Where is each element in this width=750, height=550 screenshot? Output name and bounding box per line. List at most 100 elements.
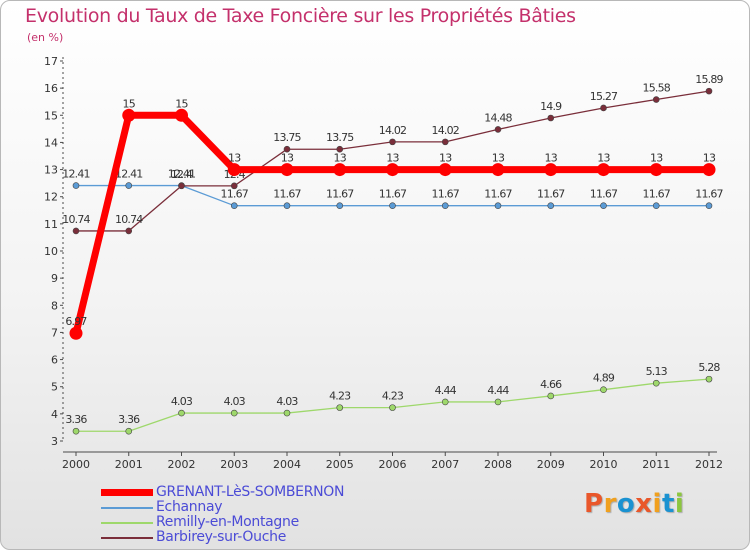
data-point [72, 182, 80, 189]
data-label: 13 [334, 152, 347, 165]
data-point [336, 404, 344, 411]
x-tick-label: 2004 [273, 458, 301, 471]
data-point [652, 202, 660, 209]
x-tick-label: 2005 [326, 458, 354, 471]
data-point [72, 227, 80, 235]
legend-label: Remilly-en-Montagne [156, 514, 299, 530]
data-label: 11.67 [379, 188, 407, 201]
data-point [125, 227, 133, 235]
data-label: 13 [439, 152, 452, 165]
data-point [438, 163, 452, 177]
y-tick-label: 7 [51, 326, 58, 339]
data-label: 4.03 [276, 395, 298, 408]
data-point [178, 182, 185, 190]
data-label: 12.41 [168, 168, 196, 181]
data-point [705, 87, 713, 95]
data-label: 11.67 [537, 188, 565, 201]
data-label: 12.4 [171, 168, 193, 181]
y-tick-label: 3 [51, 435, 58, 448]
data-label: 4.03 [224, 395, 246, 408]
data-point [336, 202, 344, 209]
y-tick-label: 14 [44, 136, 58, 149]
y-tick-label: 16 [44, 82, 58, 95]
y-tick-label: 8 [51, 299, 58, 312]
data-point [178, 409, 185, 417]
data-label: 5.13 [646, 365, 668, 378]
data-point [597, 163, 610, 177]
x-tick-label: 2006 [379, 458, 407, 471]
data-point [494, 126, 502, 133]
data-point [705, 375, 713, 383]
y-tick-label: 6 [51, 354, 58, 367]
data-point [652, 96, 660, 103]
data-point [122, 108, 136, 122]
y-tick-label: 12 [44, 191, 58, 204]
data-label: 11.67 [326, 188, 354, 201]
y-tick-label: 17 [44, 55, 58, 68]
y-tick-label: 13 [44, 164, 58, 177]
data-label: 15 [175, 97, 188, 110]
x-tick-label: 2009 [537, 458, 565, 471]
y-tick-label: 4 [51, 408, 58, 421]
data-point [227, 163, 241, 177]
data-point [125, 182, 133, 189]
proxiti-logo: Proxiti [584, 489, 684, 519]
data-point [547, 202, 555, 209]
data-point [72, 427, 80, 435]
data-point [547, 114, 555, 122]
logo-letter: o [616, 489, 636, 519]
y-tick-label: 15 [44, 109, 58, 122]
data-label: 5.28 [698, 361, 720, 374]
x-tick-label: 2011 [642, 458, 670, 471]
data-label: 15.27 [590, 90, 618, 103]
data-point [283, 145, 291, 153]
data-point [441, 138, 449, 146]
logo-letter: P [584, 489, 604, 519]
chart-title: Evolution du Taux de Taxe Foncière sur l… [25, 5, 576, 27]
data-label: 4.44 [435, 384, 457, 397]
data-point [333, 163, 347, 177]
legend-label: GRENANT-LèS-SOMBERNON [156, 484, 345, 500]
data-point [441, 202, 449, 209]
data-point [494, 398, 502, 406]
legend-label: Echannay [156, 499, 223, 515]
y-tick-label: 5 [51, 381, 58, 394]
data-label: 15.58 [643, 82, 671, 95]
data-point [280, 163, 294, 177]
logo-letter: i [674, 489, 685, 519]
data-label: 13 [545, 152, 558, 165]
data-label: 15.89 [695, 73, 723, 86]
legend-swatch [101, 507, 153, 509]
data-point [652, 379, 660, 387]
x-tick-label: 2003 [220, 458, 248, 471]
logo-letter: i [652, 489, 662, 519]
data-label: 13.75 [326, 131, 354, 144]
data-label: 13 [650, 152, 663, 165]
data-point [230, 202, 238, 209]
data-point [494, 202, 502, 209]
data-point [600, 104, 607, 112]
data-point [389, 138, 396, 146]
data-point [336, 145, 344, 153]
chart-subtitle: (en %) [27, 31, 64, 44]
data-label: 11.67 [221, 188, 249, 201]
data-point [441, 398, 449, 406]
series-line-grenant-les-sombernon [72, 111, 713, 337]
data-label: 6.97 [65, 315, 87, 328]
data-point [544, 163, 558, 177]
data-point [125, 427, 133, 435]
legend-swatch [101, 522, 153, 524]
data-point [283, 409, 291, 417]
data-label: 10.74 [62, 213, 90, 226]
data-label: 4.23 [329, 390, 351, 403]
logo-letter: t [661, 489, 675, 519]
data-label: 14.02 [432, 124, 460, 137]
data-point [283, 202, 291, 209]
data-label: 15 [123, 97, 136, 110]
x-tick-label: 2010 [590, 458, 618, 471]
x-tick-label: 2007 [431, 458, 459, 471]
data-label: 13 [386, 152, 399, 165]
legend-swatch [101, 537, 153, 539]
legend-swatch [101, 489, 153, 496]
